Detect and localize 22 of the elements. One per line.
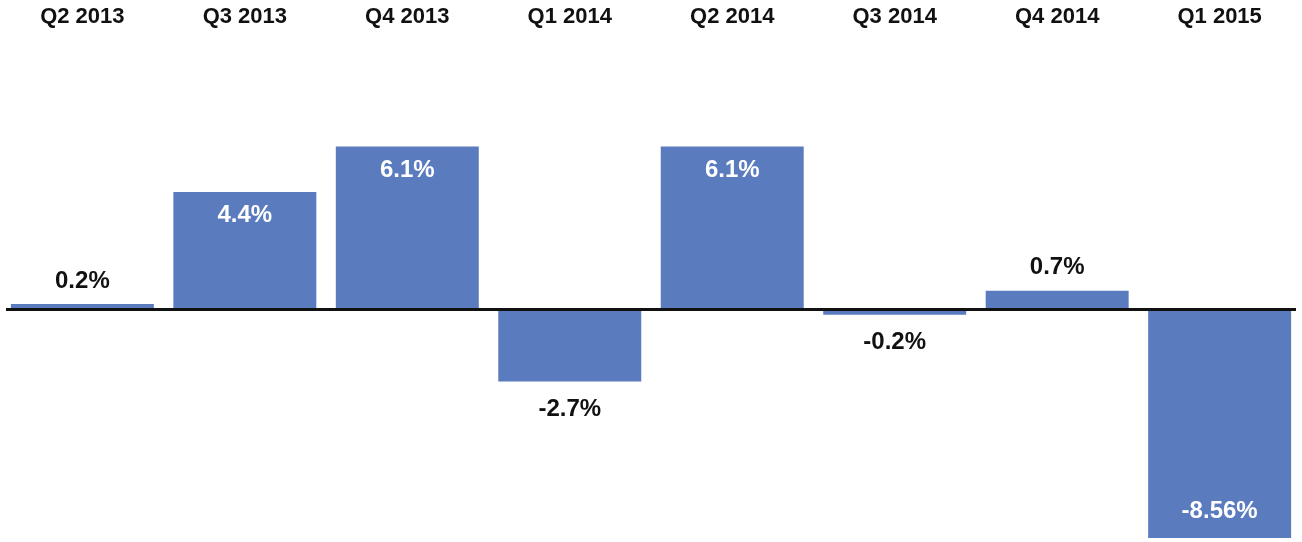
x-tick-label: Q2 2014 <box>690 2 776 28</box>
data-label: 6.1% <box>379 155 435 183</box>
bar <box>498 309 642 382</box>
data-label: -2.7% <box>538 393 602 421</box>
bar <box>1148 309 1292 538</box>
x-tick-label: Q1 2014 <box>527 2 613 28</box>
data-label: -0.2% <box>863 327 927 355</box>
bar <box>985 290 1129 310</box>
data-label: 6.1% <box>704 155 760 183</box>
data-label: 0.7% <box>1029 252 1085 280</box>
x-tick-label: Q2 2013 <box>40 2 125 28</box>
x-tick-label: Q3 2014 <box>852 2 938 28</box>
data-label: 4.4% <box>217 200 273 228</box>
x-tick-label: Q3 2013 <box>202 2 288 28</box>
bar <box>335 146 479 310</box>
x-tick-label: Q4 2013 <box>365 2 450 28</box>
bar <box>173 191 317 310</box>
data-label: -8.56% <box>1181 495 1258 523</box>
x-tick-label: Q1 2015 <box>1177 2 1262 28</box>
x-tick-label: Q4 2014 <box>1014 2 1101 28</box>
data-label: 0.2% <box>55 265 110 293</box>
bar <box>660 146 804 310</box>
